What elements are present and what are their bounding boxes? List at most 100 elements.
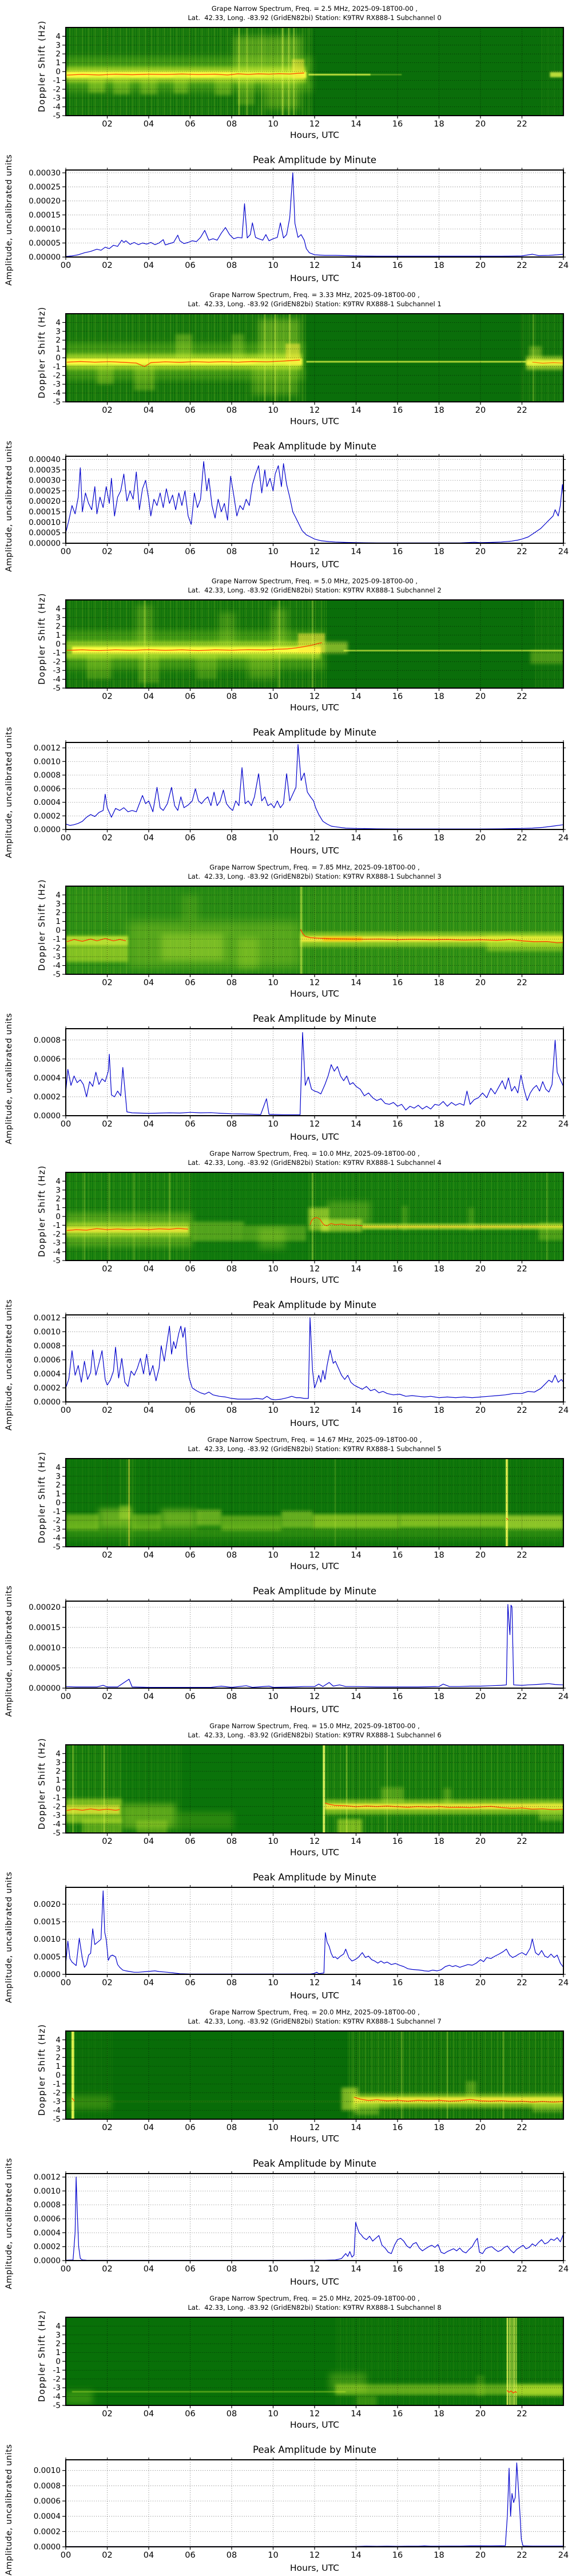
svg-text:22: 22 <box>517 1551 527 1560</box>
svg-text:16: 16 <box>392 120 403 129</box>
svg-text:14: 14 <box>351 2265 361 2274</box>
svg-text:20: 20 <box>475 2265 486 2274</box>
svg-text:10: 10 <box>268 1551 278 1560</box>
svg-text:04: 04 <box>144 2265 154 2274</box>
amplitude-canvas-5: 0.00000 0.00005 0.00010 0.00015 0.00020 00 02 0… <box>29 1599 569 1701</box>
svg-text:02: 02 <box>102 2123 112 2132</box>
x-axis-label: Hours, UTC <box>290 1847 339 1858</box>
svg-text:0.0012: 0.0012 <box>34 2173 61 2182</box>
y-axis-label: Amplitude, uncalibrated units <box>5 1871 14 2003</box>
svg-text:02: 02 <box>102 1551 112 1560</box>
svg-text:22: 22 <box>517 261 527 270</box>
svg-text:10: 10 <box>268 833 278 843</box>
svg-text:10: 10 <box>268 406 278 415</box>
svg-text:22: 22 <box>517 1265 527 1274</box>
svg-text:0.0012: 0.0012 <box>34 1313 61 1322</box>
svg-text:22: 22 <box>517 406 527 415</box>
svg-text:18: 18 <box>434 692 444 701</box>
svg-text:06: 06 <box>185 547 195 556</box>
svg-text:0.0005: 0.0005 <box>34 1953 61 1962</box>
chart-title: Peak Amplitude by Minute <box>252 2444 377 2455</box>
svg-text:10: 10 <box>268 261 278 270</box>
chart-title-line2: Lat. 42.33, Long. -83.92 (GridEN82bi) St… <box>188 586 442 595</box>
y-axis-label: Amplitude, uncalibrated units <box>5 1299 14 1431</box>
amplitude-panel-subchannel-4: 0.0000 0.0002 0.0004 0.0006 0.0008 0.0010 0.00… <box>0 1288 572 1431</box>
svg-text:0: 0 <box>55 640 61 649</box>
svg-text:4: 4 <box>55 318 61 327</box>
svg-text:04: 04 <box>144 2123 154 2132</box>
svg-text:3: 3 <box>55 1758 61 1767</box>
svg-text:-3: -3 <box>53 1525 61 1534</box>
svg-text:10: 10 <box>268 1692 278 1701</box>
svg-text:16: 16 <box>392 2409 403 2419</box>
svg-text:3: 3 <box>55 1186 61 1195</box>
spectrogram-panel-subchannel-1: 4 3 2 1 0 -1 -2 -3 -4 -5 02 04 06 08 10 12 14 16 18 20 22 Gr… <box>0 286 572 429</box>
svg-text:06: 06 <box>185 261 195 270</box>
svg-text:12: 12 <box>309 978 320 987</box>
x-axis-label: Hours, UTC <box>290 1275 339 1285</box>
svg-text:1: 1 <box>55 58 61 68</box>
chart-title: Peak Amplitude by Minute <box>252 1299 377 1310</box>
x-axis-label: Hours, UTC <box>290 702 339 713</box>
svg-text:-4: -4 <box>53 389 61 398</box>
svg-text:10: 10 <box>268 1837 278 1846</box>
svg-text:12: 12 <box>309 833 320 843</box>
y-axis-label: Amplitude, uncalibrated units <box>5 726 14 858</box>
chart-title-line1: Grape Narrow Spectrum, Freq. = 2.5 MHz, … <box>211 5 418 13</box>
svg-text:2: 2 <box>55 2053 61 2063</box>
svg-text:0.0000: 0.0000 <box>34 1398 61 1407</box>
svg-text:08: 08 <box>227 1265 237 1274</box>
chart-title-line1: Grape Narrow Spectrum, Freq. = 5.0 MHz, … <box>211 577 418 585</box>
svg-text:06: 06 <box>185 2409 195 2419</box>
svg-text:04: 04 <box>144 833 154 843</box>
svg-text:0: 0 <box>55 1785 61 1794</box>
svg-text:02: 02 <box>102 2409 112 2419</box>
svg-text:0.0010: 0.0010 <box>34 2187 61 2196</box>
amplitude-panel-subchannel-7: 0.0000 0.0002 0.0004 0.0006 0.0008 0.0010 0.00… <box>0 2147 572 2290</box>
svg-text:08: 08 <box>227 833 237 843</box>
svg-text:-2: -2 <box>53 2374 61 2384</box>
svg-text:08: 08 <box>227 1692 237 1701</box>
svg-text:14: 14 <box>351 2551 361 2560</box>
svg-text:20: 20 <box>475 1265 486 1274</box>
svg-text:-2: -2 <box>53 2088 61 2097</box>
svg-text:16: 16 <box>392 2551 403 2560</box>
svg-text:-2: -2 <box>53 85 61 94</box>
svg-text:18: 18 <box>434 261 444 270</box>
chart-title: Grape Narrow Spectrum, Freq. = 20.0 MHz,… <box>66 2008 563 2026</box>
svg-text:06: 06 <box>185 2123 195 2132</box>
svg-text:16: 16 <box>392 1120 403 1129</box>
chart-title-line2: Lat. 42.33, Long. -83.92 (GridEN82bi) St… <box>188 872 442 881</box>
svg-text:24: 24 <box>558 2265 569 2274</box>
svg-text:-1: -1 <box>53 362 61 372</box>
svg-text:0.00010: 0.00010 <box>29 1643 61 1653</box>
x-axis-label: Hours, UTC <box>290 2277 339 2287</box>
svg-text:14: 14 <box>351 547 361 556</box>
svg-text:24: 24 <box>558 261 569 270</box>
svg-text:0.0006: 0.0006 <box>34 1054 61 1064</box>
svg-text:0.0008: 0.0008 <box>34 1341 61 1350</box>
svg-text:0.00000: 0.00000 <box>29 253 61 262</box>
svg-text:-4: -4 <box>53 675 61 684</box>
svg-text:-1: -1 <box>53 2080 61 2089</box>
svg-text:22: 22 <box>517 692 527 701</box>
svg-text:1: 1 <box>55 345 61 354</box>
chart-title: Peak Amplitude by Minute <box>252 441 377 452</box>
svg-text:0.0002: 0.0002 <box>34 2527 61 2537</box>
chart-title-line2: Lat. 42.33, Long. -83.92 (GridEN82bi) St… <box>188 14 442 22</box>
svg-text:0.0020: 0.0020 <box>34 1900 61 1909</box>
x-axis-label: Hours, UTC <box>290 989 339 999</box>
x-axis-label: Hours, UTC <box>290 1561 339 1571</box>
svg-text:14: 14 <box>351 2123 361 2132</box>
x-axis-label: Hours, UTC <box>290 273 339 283</box>
svg-text:-1: -1 <box>53 1221 61 1230</box>
svg-text:22: 22 <box>517 1692 527 1701</box>
svg-text:20: 20 <box>475 1978 486 1988</box>
svg-text:0.00010: 0.00010 <box>29 224 61 234</box>
y-axis-label: Amplitude, uncalibrated units <box>5 2158 14 2289</box>
svg-text:-5: -5 <box>53 2115 61 2124</box>
